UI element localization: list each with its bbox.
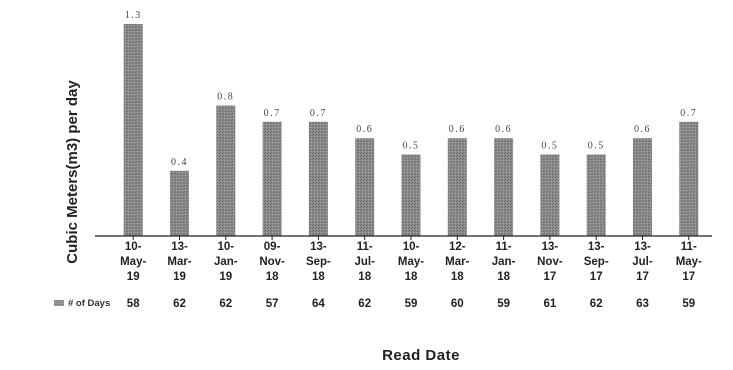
data-label: 0.8 bbox=[217, 92, 234, 103]
days-value: 61 bbox=[544, 298, 557, 310]
x-tick-label: 13- bbox=[542, 241, 559, 253]
days-value: 60 bbox=[451, 298, 464, 310]
x-tick-label: 18 bbox=[266, 271, 279, 283]
bar bbox=[123, 24, 143, 236]
days-value: 59 bbox=[497, 298, 510, 310]
data-label: 0.6 bbox=[356, 124, 373, 135]
x-tick-label: 10- bbox=[125, 241, 142, 253]
x-tick-label: 11- bbox=[496, 241, 512, 253]
days-value: 62 bbox=[358, 298, 371, 310]
x-tick-label: 17 bbox=[544, 271, 557, 283]
days-value: 57 bbox=[266, 298, 279, 310]
legend-days: # of Days bbox=[54, 298, 110, 309]
x-tick-label: 18 bbox=[405, 271, 418, 283]
data-label: 0.5 bbox=[403, 141, 420, 152]
x-axis-label: Read Date bbox=[382, 347, 460, 364]
data-label: 0.7 bbox=[310, 108, 327, 119]
x-tick-label: 10- bbox=[217, 241, 234, 253]
x-tick-label: Jan- bbox=[214, 256, 238, 268]
x-tick-label: 17 bbox=[590, 271, 603, 283]
x-tick-label: 18 bbox=[451, 271, 464, 283]
bar bbox=[540, 154, 560, 236]
x-tick-label: 09- bbox=[264, 241, 281, 253]
x-tick-label: 18 bbox=[497, 271, 510, 283]
x-tick-label: Mar- bbox=[445, 256, 469, 268]
x-tick-label: Jul- bbox=[354, 256, 375, 268]
data-label: 0.7 bbox=[264, 108, 281, 119]
data-label: 0.7 bbox=[680, 108, 697, 119]
days-value: 59 bbox=[682, 298, 695, 310]
x-tick-label: 17 bbox=[636, 271, 649, 283]
data-label: 0.5 bbox=[541, 141, 558, 152]
x-tick-label: 10- bbox=[403, 241, 420, 253]
x-tick-label: 19 bbox=[173, 271, 186, 283]
bar bbox=[170, 170, 189, 236]
x-tick-label: 18 bbox=[312, 271, 325, 283]
bar bbox=[633, 138, 652, 236]
x-tick-label: May- bbox=[676, 256, 702, 268]
x-tick-label: 13- bbox=[634, 241, 651, 253]
data-label: 0.6 bbox=[634, 124, 651, 135]
x-tick-label: 12- bbox=[449, 241, 466, 253]
x-tick-label: 18 bbox=[358, 271, 371, 283]
x-tick-label: May- bbox=[120, 256, 146, 268]
data-label: 1.3 bbox=[125, 10, 142, 21]
bar bbox=[216, 105, 236, 236]
x-tick-label: 11- bbox=[357, 241, 373, 253]
bar bbox=[355, 138, 375, 236]
data-label: 0.4 bbox=[171, 157, 188, 168]
x-tick-label: Jul- bbox=[632, 256, 653, 268]
days-value: 62 bbox=[590, 298, 603, 310]
x-tick-label: Sep- bbox=[306, 256, 331, 268]
x-tick-label: 13- bbox=[171, 241, 188, 253]
legend-swatch bbox=[54, 300, 64, 306]
days-value: 62 bbox=[219, 298, 232, 310]
bars-layer bbox=[123, 24, 699, 236]
y-axis-label: Cubic Meters(m3) per day bbox=[64, 80, 81, 264]
bar bbox=[401, 154, 421, 236]
bar bbox=[586, 154, 606, 236]
bar bbox=[494, 138, 514, 236]
days-value: 63 bbox=[636, 298, 649, 310]
x-tick-label: 13- bbox=[310, 241, 327, 253]
x-tick-label: Mar- bbox=[167, 256, 191, 268]
x-tick-label: Nov- bbox=[259, 256, 285, 268]
bar bbox=[308, 121, 328, 236]
data-label: 0.6 bbox=[449, 124, 466, 135]
bar bbox=[679, 121, 699, 236]
data-label: 0.6 bbox=[495, 124, 512, 135]
x-tick-label: 19 bbox=[219, 271, 232, 283]
bar bbox=[262, 121, 282, 236]
days-value: 62 bbox=[173, 298, 186, 310]
x-tick-label: Sep- bbox=[584, 256, 609, 268]
data-label: 0.5 bbox=[588, 141, 605, 152]
x-tick-label: Nov- bbox=[537, 256, 563, 268]
days-value: 64 bbox=[312, 298, 325, 310]
x-tick-label: 17 bbox=[682, 271, 695, 283]
x-tick-label: May- bbox=[398, 256, 424, 268]
bar bbox=[447, 138, 467, 236]
days-values-layer: 58 62 62 57 64 62 59 60 59 61 62 63 59 bbox=[127, 298, 695, 310]
data-labels-layer: 1.3 0.4 0.8 0.7 0.7 0.6 0.5 0.6 0.6 0.5 0.5 0.6 0.7 bbox=[125, 10, 697, 168]
days-value: 59 bbox=[405, 298, 418, 310]
x-tick-label: Jan- bbox=[492, 256, 516, 268]
x-tick-label: 13- bbox=[588, 241, 605, 253]
days-value: 58 bbox=[127, 298, 140, 310]
x-tick-label: 11- bbox=[681, 241, 697, 253]
x-axis-ticks-layer: 10- May- 19 13- Mar- 19 10- Jan- 19 09- Nov- 18 13- S… bbox=[120, 236, 702, 283]
legend-days-label: # of Days bbox=[68, 298, 110, 309]
x-tick-label: 19 bbox=[127, 271, 140, 283]
